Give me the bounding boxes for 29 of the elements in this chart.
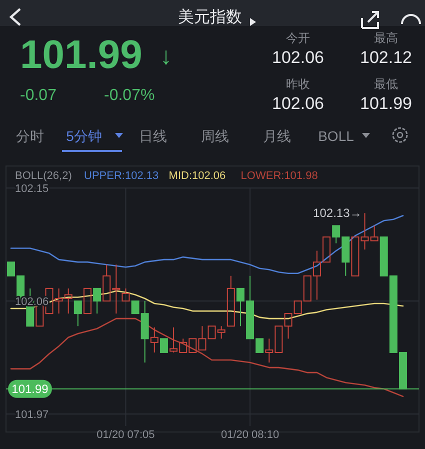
text: 最低: [374, 77, 398, 91]
chart-title: 美元指数: [178, 8, 242, 26]
text: 102.06: [272, 94, 324, 113]
ref-line-label: 101.99: [12, 382, 49, 396]
text: ↓: [160, 43, 172, 70]
text: 昨收: [286, 77, 310, 91]
text: 101.99: [20, 33, 142, 77]
text: 日线: [139, 128, 167, 144]
text: 5分钟: [66, 128, 102, 144]
text: BOLL(26,2): [15, 170, 72, 182]
text: LOWER:101.98: [240, 170, 318, 182]
text: 今开: [286, 31, 310, 45]
annotation: 102.13→: [313, 206, 362, 220]
text: -0.07%: [104, 87, 155, 104]
text: 月线: [263, 128, 291, 144]
y-tick-label: 102.15: [15, 182, 49, 195]
text: 102.06: [272, 48, 324, 67]
text: 分时: [16, 128, 44, 144]
text: MID:102.06: [168, 170, 226, 182]
text: 最高: [374, 31, 398, 45]
text: 102.12: [360, 48, 412, 67]
text: -0.07: [20, 87, 57, 104]
x-tick-label: 01/20 07:05: [96, 429, 155, 441]
text: BOLL: [318, 128, 354, 144]
text: 周线: [201, 128, 229, 144]
text: UPPER:102.13: [84, 170, 159, 182]
y-tick-label: 101.97: [15, 408, 49, 421]
x-tick-label: 01/20 08:10: [220, 429, 280, 441]
text: 101.99: [360, 94, 412, 113]
